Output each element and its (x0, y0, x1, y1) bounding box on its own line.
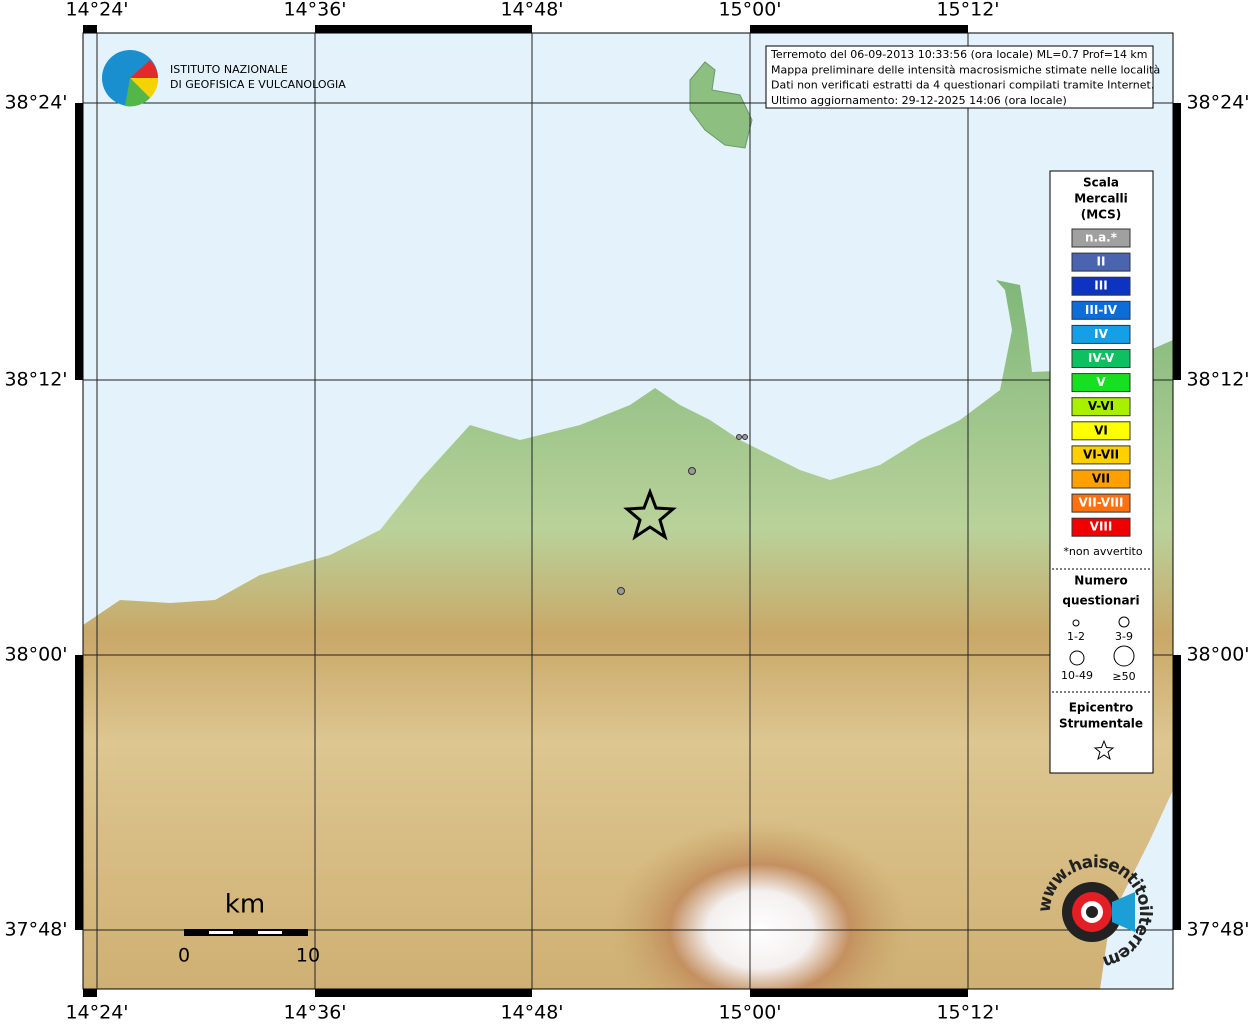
frame-segment (75, 989, 97, 997)
lon-label: 14°24' (65, 1002, 128, 1024)
lat-label: 38°24' (1186, 92, 1249, 114)
frame-segment (1173, 25, 1181, 103)
frame-segment (1173, 930, 1181, 997)
epicenter-symbol (1093, 739, 1115, 761)
lat-label: 37°48' (1186, 919, 1249, 941)
scale-label: III (1094, 279, 1107, 293)
info-line: Ultimo aggiornamento: 29-12-2025 14:06 (… (771, 94, 1067, 107)
frame-segment (315, 989, 532, 997)
scale-swatch (1071, 252, 1131, 272)
lon-label: 14°48' (500, 1002, 563, 1024)
lon-label: 14°24' (65, 0, 128, 21)
scale-swatch (1071, 421, 1131, 441)
lat-label: 38°12' (1186, 369, 1249, 391)
frame-segment (75, 655, 83, 930)
scale-label: III-IV (1085, 303, 1118, 317)
scale-swatch (1071, 349, 1131, 368)
scale-swatch (1071, 228, 1131, 248)
count-symbol (1113, 645, 1135, 667)
count-label: 1-2 (1067, 630, 1085, 643)
scale-label: n.a.* (1085, 231, 1118, 245)
scale-swatch (1071, 397, 1131, 417)
frame-segment (968, 989, 1181, 997)
info-line: Dati non verificati estratti da 4 questi… (771, 79, 1154, 92)
info-line: Terremoto del 06-09-2013 10:33:56 (ora l… (770, 48, 1148, 61)
count-symbol (1072, 619, 1080, 627)
lon-label: 15°00' (718, 0, 781, 21)
legend-title: (MCS) (1081, 208, 1122, 222)
frame-segment (75, 25, 83, 103)
frame-segment (75, 25, 97, 33)
frame-segment (968, 25, 1181, 33)
scale-label: VI-VII (1083, 447, 1119, 461)
scale-swatch (1071, 373, 1131, 393)
count-label: 3-9 (1115, 630, 1133, 643)
scale-swatch (1071, 517, 1131, 537)
scalebar: km 0 10 (178, 890, 320, 967)
count-label: 10-49 (1061, 669, 1093, 682)
scale-label: VII (1092, 472, 1110, 486)
scale-label: IV-V (1088, 351, 1115, 365)
terrain (83, 33, 1173, 989)
frame-segment (75, 930, 83, 997)
frame-segment (1173, 655, 1181, 930)
count-label: ≥50 (1112, 670, 1135, 683)
scale-label: V-VI (1088, 399, 1114, 413)
lon-label: 15°00' (718, 1002, 781, 1024)
scale-swatch (1071, 300, 1131, 320)
logo-text: DI GEOFISICA E VULCANOLOGIA (170, 78, 346, 91)
lat-label: 37°48' (4, 919, 67, 941)
scale-swatch (1071, 469, 1131, 489)
scale-swatch (1071, 276, 1131, 296)
scale-label: IV (1094, 327, 1108, 341)
scale-label: V (1096, 375, 1106, 389)
scale-swatch (1071, 493, 1131, 513)
scale-swatch (1071, 445, 1131, 465)
logo: ISTITUTO NAZIONALE DI GEOFISICA E VULCAN… (102, 50, 346, 107)
frame-segment (532, 25, 750, 33)
count-symbol (1069, 650, 1085, 666)
scale-swatch (1071, 324, 1131, 344)
scalebar-unit: km (225, 890, 265, 920)
lat-label: 38°12' (4, 369, 67, 391)
lon-label: 15°12' (936, 0, 999, 21)
lon-label: 15°12' (936, 1002, 999, 1024)
scalebar-label: 10 (296, 945, 320, 967)
lon-label: 14°36' (283, 1002, 346, 1024)
lon-label: 14°48' (500, 0, 563, 21)
scale-label: II (1097, 255, 1106, 269)
frame-segment (1173, 103, 1181, 380)
lon-label: 14°36' (283, 0, 346, 21)
logo-text: ISTITUTO NAZIONALE (170, 63, 288, 76)
lat-label: 38°00' (4, 644, 67, 666)
scalebar-label: 0 (178, 945, 190, 967)
legend-title: Strumentale (1059, 717, 1143, 731)
scale-label: VI (1094, 423, 1108, 437)
frame-inner (82, 32, 1174, 990)
legend-title: Mercalli (1074, 192, 1128, 206)
frame-segment (97, 989, 315, 997)
frame-segment (75, 380, 83, 655)
frame-segment (75, 103, 83, 380)
legend-title: questionari (1062, 594, 1139, 608)
lat-label: 38°00' (1186, 644, 1249, 666)
info-line: Mappa preliminare delle intensità macros… (771, 63, 1160, 76)
legend-title: Scala (1083, 176, 1119, 190)
count-symbol (1118, 616, 1130, 628)
frame-segment (315, 25, 532, 33)
scale-label: VII-VIII (1078, 496, 1123, 510)
frame-segment (1173, 380, 1181, 655)
epicenter (623, 487, 677, 541)
legend-note: *non avvertito (1063, 545, 1142, 558)
legend-title: Numero (1074, 574, 1127, 588)
legend-title: Epicentro (1069, 701, 1134, 715)
scale-label: VIII (1090, 520, 1113, 534)
info-box (765, 45, 1154, 109)
lat-label: 38°24' (4, 92, 67, 114)
frame-segment (750, 25, 968, 33)
frame-segment (750, 989, 968, 997)
frame-segment (532, 989, 750, 997)
frame-segment (97, 25, 315, 33)
